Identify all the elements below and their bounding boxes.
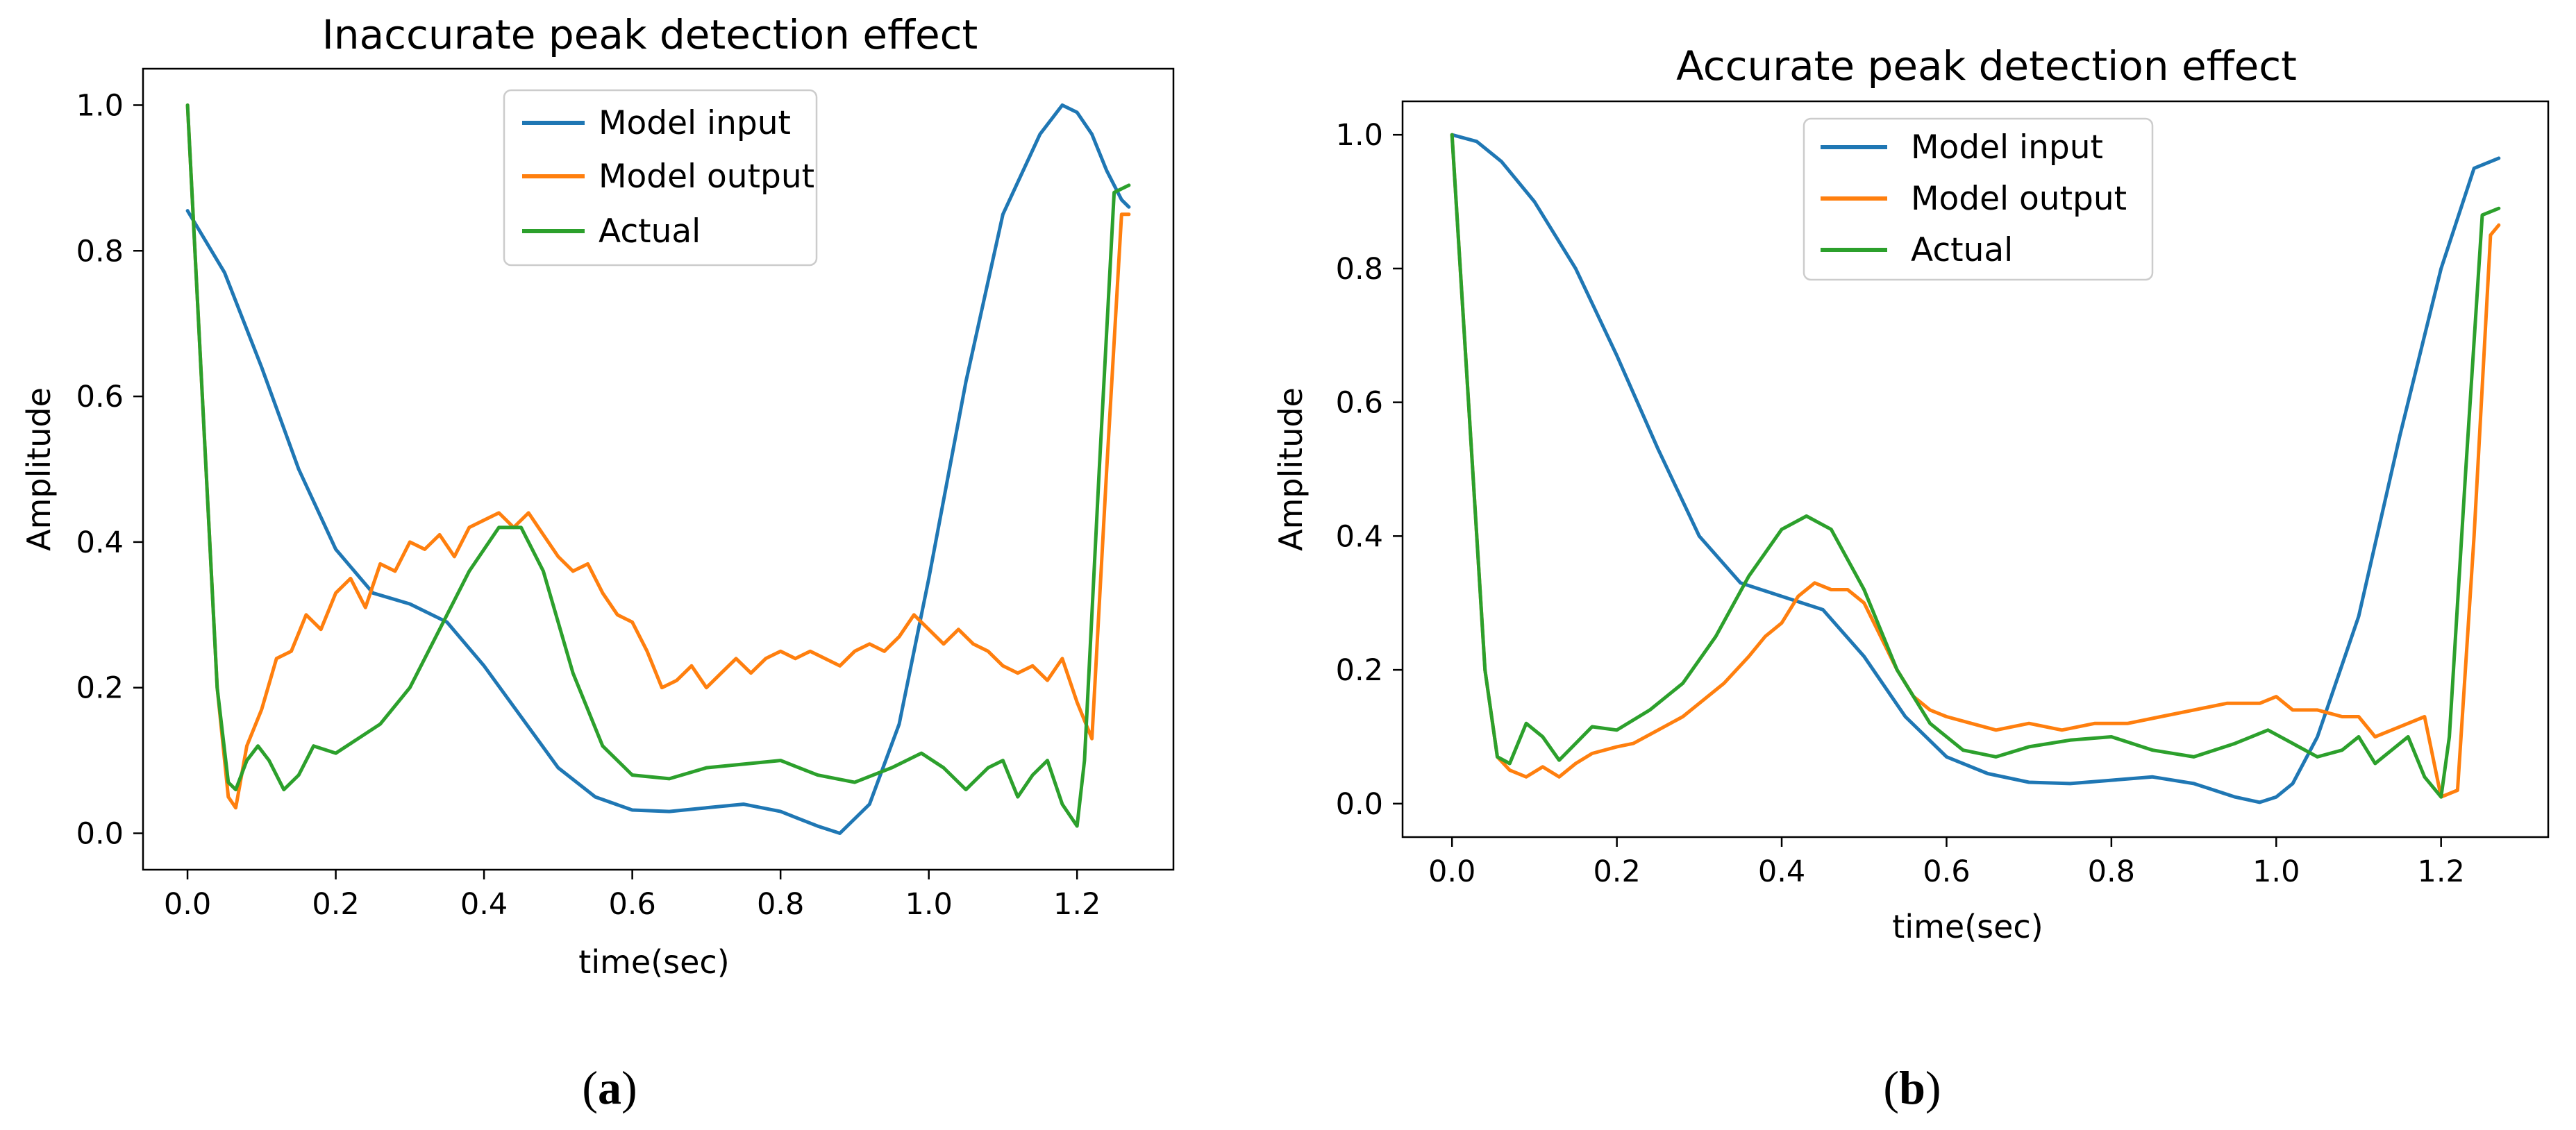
panel-a-x-tick-label-0: 0.0: [164, 887, 211, 922]
panel-b-y-axis-label: Amplitude: [1272, 387, 1310, 551]
panel-b-y-tick-label-1: 0.2: [1336, 653, 1383, 688]
panel-b-x-tick-label-3: 0.6: [1923, 854, 1970, 889]
panel-b-x-tick-label-4: 0.8: [2088, 854, 2135, 889]
panel-a-ticks: 0.0 0.2 0.4 0.6 0.8 1.0 1.2 0.0 0.2 0.4 0.6 0.8 1.0: [76, 88, 1101, 922]
panel-b-line-model-input: [1450, 133, 2501, 804]
panel-b-y-tick-label-2: 0.4: [1336, 519, 1383, 554]
panel-a-legend-label-model-output: Model output: [599, 158, 814, 196]
panel-a-legend: Model input Model output Actual: [503, 89, 818, 267]
panel-a-caption-letter: a: [598, 1061, 621, 1114]
panel-b-legend-box: [1803, 117, 2154, 281]
panel-a-legend-label-model-input: Model input: [599, 104, 791, 142]
panel-b-y-tick-label-3: 0.6: [1336, 386, 1383, 421]
panel-a-title: Inaccurate peak detection effect: [322, 11, 978, 58]
panel-b-chart: Accurate peak detection effect 0.0 0.2 0.4…: [1272, 42, 2550, 1114]
panel-b-x-tick-label-1: 0.2: [1593, 854, 1640, 889]
panel-a-y-axis-label: Amplitude: [20, 387, 58, 551]
panel-b-plot-area: [1401, 100, 2550, 838]
panel-a-y-tick-label-3: 0.6: [76, 380, 124, 414]
panel-b-title: Accurate peak detection effect: [1676, 42, 2297, 90]
panel-a-line-model-output: [185, 103, 1131, 810]
panel-a-y-tick-label-1: 0.2: [76, 671, 124, 706]
panel-a-x-tick-label-1: 0.2: [312, 887, 359, 922]
panel-a-caption: (a): [582, 1061, 637, 1114]
panel-a-x-tick-label-2: 0.4: [460, 887, 508, 922]
panel-b-caption: (b): [1883, 1061, 1941, 1114]
panel-b-caption-letter: b: [1899, 1061, 1925, 1114]
panel-a-y-tick-label-2: 0.4: [76, 525, 124, 560]
panel-b-series: [1450, 133, 2501, 804]
panel-a-series: [185, 103, 1131, 835]
panel-b-y-tick-label-5: 1.0: [1336, 118, 1383, 153]
panel-b-x-tick-label-6: 1.2: [2417, 854, 2464, 889]
panel-a-legend-label-actual: Actual: [599, 212, 701, 251]
panel-a-x-axis-label: time(sec): [578, 943, 729, 981]
panel-a-y-tick-label-0: 0.0: [76, 817, 124, 852]
panel-a-y-tick-label-5: 1.0: [76, 88, 124, 123]
panel-a-plot-area: [142, 67, 1175, 871]
panel-b-x-axis-label: time(sec): [1892, 908, 2043, 945]
panel-a-x-tick-label-5: 1.0: [905, 887, 952, 922]
panel-b-y-tick-label-4: 0.8: [1336, 252, 1383, 287]
panel-b-line-actual: [1450, 133, 2501, 799]
panel-a-x-tick-label-3: 0.6: [608, 887, 655, 922]
panel-a-x-tick-label-6: 1.2: [1053, 887, 1101, 922]
panel-a-line-actual: [185, 103, 1131, 828]
panel-b-x-tick-label-5: 1.0: [2252, 854, 2300, 889]
panel-a-y-tick-label-4: 0.8: [76, 234, 124, 269]
panel-b-ticks: 0.0 0.2 0.4 0.6 0.8 1.0 1.2 0.0 0.2 0.4 0.6 0.8 1.0: [1336, 118, 2465, 889]
panel-a-x-tick-label-4: 0.8: [757, 887, 804, 922]
panel-a-chart: Inaccurate peak detection effect 0.0 0.2 0…: [20, 11, 1175, 1114]
panel-b-legend-label-model-input: Model input: [1911, 128, 2103, 167]
panel-a-line-model-input: [185, 103, 1131, 835]
panel-b-legend-label-actual: Actual: [1911, 231, 2013, 269]
panel-a-legend-box: [503, 89, 818, 267]
panel-b-legend: Model input Model output Actual: [1803, 117, 2154, 281]
panel-b-x-tick-label-2: 0.4: [1758, 854, 1805, 889]
panel-b-y-tick-label-0: 0.0: [1336, 787, 1383, 822]
panel-b-legend-label-model-output: Model output: [1911, 180, 2127, 218]
panel-b-x-tick-label-0: 0.0: [1428, 854, 1475, 889]
